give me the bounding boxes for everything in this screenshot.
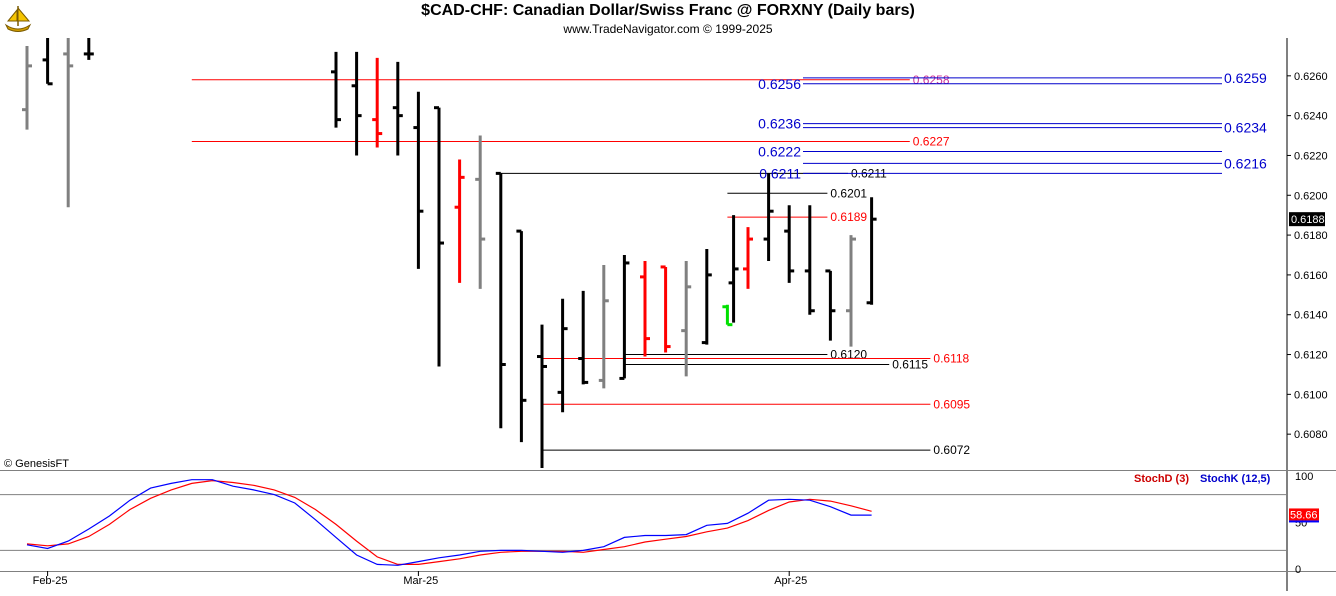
blue-level-label: 0.6222 (758, 143, 801, 159)
stoch-y-tick-label: 100 (1295, 471, 1313, 483)
stoch-last-label: 58.66 (1290, 509, 1318, 521)
last-price-tag (1289, 212, 1325, 227)
blue-level-label: 0.6236 (758, 116, 801, 132)
trading-ship-logo-icon (2, 3, 34, 35)
blue-level-label: 0.6234 (1224, 120, 1267, 136)
level-label: 0.6095 (933, 397, 970, 411)
stoch-legend-entry: StochK (12,5) (1200, 473, 1271, 485)
level-label: 0.6227 (913, 135, 950, 149)
stoch-legend-entry: StochD (3) (1134, 473, 1189, 485)
price-y-tick-label: 0.6120 (1294, 350, 1328, 362)
level-label: 0.6120 (830, 348, 867, 362)
price-y-tick-label: 0.6100 (1294, 389, 1328, 401)
blue-level-label: 0.6216 (1224, 155, 1267, 171)
level-label: 0.6189 (830, 210, 867, 224)
price-y-tick-label: 0.6200 (1294, 190, 1328, 202)
price-y-tick-label: 0.6220 (1294, 150, 1328, 162)
x-axis-label: Apr-25 (774, 575, 807, 587)
price-y-tick-label: 0.6140 (1294, 310, 1328, 322)
level-label: 0.6072 (933, 443, 970, 457)
level-label: 0.6118 (933, 352, 969, 366)
last-price-label: 0.6188 (1291, 214, 1325, 226)
price-y-tick-label: 0.6180 (1294, 230, 1328, 242)
stoch-last-tag (1289, 508, 1319, 521)
price-y-tick-label: 0.6080 (1294, 429, 1328, 441)
stoch-series-line (26, 479, 872, 565)
price-y-tick-label: 0.6160 (1294, 270, 1328, 282)
price-y-tick-label: 0.6240 (1294, 111, 1328, 123)
stoch-y-tick-label: 0 (1295, 564, 1301, 576)
price-plot-area (0, 38, 1287, 470)
level-label: 0.6115 (892, 357, 928, 371)
blue-level-label: 0.6211 (759, 165, 801, 181)
level-label: 0.6258 (913, 73, 950, 87)
x-axis-label: Feb-25 (33, 575, 68, 587)
stoch-last-tag-k (1289, 520, 1319, 523)
level-label: 0.6201 (830, 186, 867, 200)
stoch-series-line (26, 479, 872, 566)
chart-header (0, 0, 1336, 38)
chart-title: $CAD-CHF: Canadian Dollar/Swiss Franc @ … (421, 2, 915, 19)
watermark: © GenesisFT (4, 458, 69, 470)
x-axis-label: Mar-25 (403, 575, 438, 587)
chart-subtitle: www.TradeNavigator.com © 1999-2025 (563, 22, 773, 36)
price-y-tick-label: 0.6260 (1294, 71, 1328, 83)
blue-level-label: 0.6259 (1224, 70, 1267, 86)
blue-level-label: 0.6256 (758, 76, 801, 92)
